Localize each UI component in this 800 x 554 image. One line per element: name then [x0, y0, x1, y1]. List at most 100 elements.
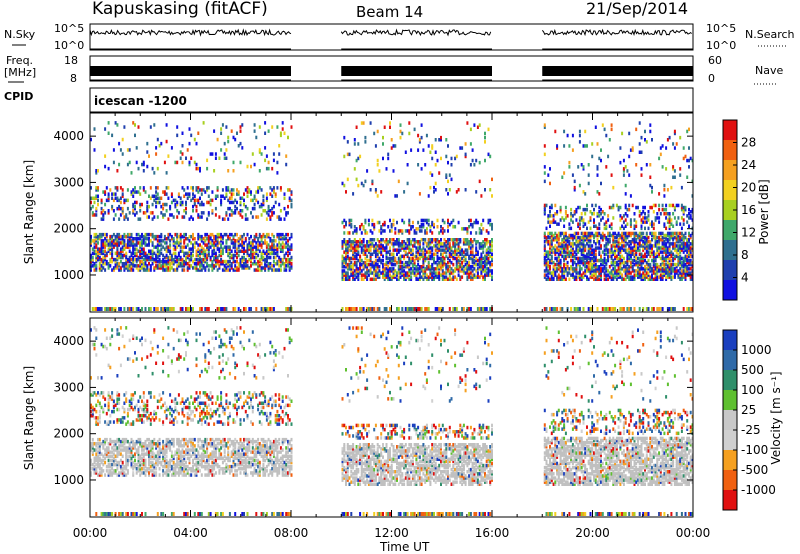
- range-gate-cell: [390, 277, 393, 281]
- range-gate-cell: [364, 135, 367, 140]
- range-gate-cell: [139, 217, 142, 221]
- range-gate-cell: [390, 260, 393, 265]
- range-gate-cell: [227, 188, 230, 192]
- range-gate-cell: [232, 211, 235, 215]
- range-gate-cell: [628, 233, 631, 238]
- range-gate-cell: [271, 239, 274, 243]
- range-gate-cell: [577, 250, 580, 254]
- range-gate-cell: [149, 232, 152, 237]
- range-gate-cell: [476, 250, 479, 254]
- range-gate-cell: [274, 192, 277, 196]
- range-gate-cell: [221, 188, 224, 192]
- range-gate-cell: [543, 256, 546, 261]
- range-gate-cell: [484, 275, 486, 279]
- range-gate-cell: [410, 148, 413, 152]
- range-gate-cell: [587, 256, 590, 261]
- range-gate-cell: [359, 265, 362, 269]
- range-gate-cell: [213, 266, 216, 270]
- range-gate-cell: [455, 240, 458, 244]
- range-gate-cell: [605, 248, 608, 252]
- range-gate-cell: [638, 210, 641, 214]
- range-gate-cell: [584, 231, 587, 236]
- range-gate-cell: [283, 237, 286, 241]
- range-gate-cell: [257, 237, 260, 241]
- range-gate-cell: [434, 248, 437, 252]
- range-gate-cell: [214, 194, 217, 198]
- range-gate-cell: [462, 250, 465, 254]
- range-gate-cell: [596, 167, 599, 171]
- range-gate-cell: [374, 273, 377, 277]
- range-gate-cell: [279, 259, 282, 264]
- range-gate-cell: [593, 220, 595, 224]
- range-gate-cell: [170, 213, 173, 217]
- range-gate-cell: [230, 232, 233, 237]
- range-gate-cell: [651, 244, 653, 248]
- range-gate-cell: [549, 224, 551, 228]
- range-gate-cell: [260, 268, 263, 272]
- range-gate-cell: [429, 271, 432, 275]
- range-gate-cell: [276, 125, 279, 129]
- range-gate-cell: [642, 210, 645, 214]
- range-gate-cell: [192, 249, 194, 253]
- range-gate-cell: [98, 249, 101, 253]
- range-gate-cell: [236, 259, 238, 264]
- range-gate-cell: [362, 240, 365, 244]
- range-gate-cell: [100, 211, 103, 215]
- range-gate-cell: [629, 248, 632, 252]
- range-gate-cell: [130, 251, 133, 256]
- range-gate-cell: [348, 248, 351, 252]
- range-gate-cell: [179, 196, 182, 200]
- range-gate-cell: [290, 247, 293, 251]
- range-gate-cell: [679, 244, 682, 248]
- range-gate-cell: [640, 258, 643, 263]
- range-gate-cell: [360, 269, 363, 273]
- range-gate-cell: [584, 248, 587, 252]
- range-gate-cell: [573, 267, 576, 271]
- range-gate-cell: [564, 277, 567, 281]
- range-gate-cell: [355, 125, 358, 129]
- range-gate-cell: [265, 259, 268, 264]
- range-gate-cell: [276, 215, 279, 219]
- range-gate-cell: [475, 248, 478, 252]
- range-gate-cell: [679, 258, 682, 263]
- range-gate-cell: [594, 254, 597, 259]
- range-gate-cell: [598, 250, 601, 254]
- range-gate-cell: [343, 271, 346, 275]
- range-gate-cell: [260, 213, 263, 217]
- range-gate-cell: [223, 245, 226, 249]
- range-gate-cell: [471, 254, 474, 259]
- range-gate-cell: [417, 271, 420, 275]
- range-gate-cell: [554, 212, 557, 216]
- range-gate-cell: [638, 235, 641, 240]
- range-gate-cell: [633, 244, 636, 248]
- range-gate-cell: [348, 244, 351, 248]
- range-gate-cell: [373, 131, 376, 136]
- range-gate-cell: [624, 183, 627, 188]
- range-gate-cell: [673, 207, 676, 212]
- range-gate-cell: [628, 231, 631, 236]
- range-gate-cell: [436, 240, 439, 244]
- range-gate-cell: [123, 125, 126, 129]
- range-gate-cell: [102, 239, 105, 243]
- range-gate-cell: [214, 255, 217, 260]
- range-gate-cell: [485, 256, 488, 261]
- range-gate-cell: [109, 247, 112, 251]
- range-gate-cell: [134, 253, 136, 258]
- range-gate-cell: [185, 255, 187, 260]
- range-gate-cell: [629, 256, 632, 261]
- range-gate-cell: [476, 262, 479, 267]
- range-gate-cell: [424, 256, 427, 261]
- range-gate-cell: [148, 257, 150, 262]
- range-gate-cell: [123, 241, 126, 245]
- range-gate-cell: [244, 259, 247, 264]
- range-gate-cell: [183, 259, 186, 264]
- range-gate-cell: [257, 200, 260, 205]
- range-gate-cell: [357, 142, 360, 146]
- range-gate-cell: [135, 264, 138, 268]
- range-gate-cell: [100, 198, 103, 203]
- range-gate-cell: [441, 275, 444, 279]
- range-gate-cell: [415, 246, 418, 250]
- range-gate-cell: [594, 269, 597, 273]
- near-range-cell: [559, 307, 562, 311]
- range-gate-cell: [165, 264, 168, 268]
